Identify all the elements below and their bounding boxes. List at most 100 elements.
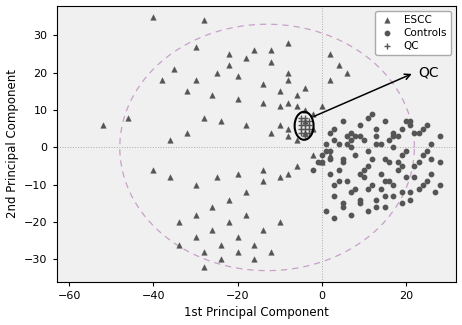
- Controls: [407, 123, 414, 128]
- Controls: [352, 186, 359, 191]
- Text: QC: QC: [419, 66, 439, 80]
- ESCC: [267, 59, 275, 64]
- QC: [305, 126, 313, 131]
- ESCC: [243, 123, 250, 128]
- ESCC: [225, 63, 233, 68]
- Controls: [436, 160, 444, 165]
- Controls: [436, 134, 444, 139]
- Controls: [381, 193, 389, 199]
- Controls: [339, 201, 346, 206]
- Controls: [365, 115, 372, 120]
- Controls: [343, 141, 351, 146]
- ESCC: [276, 123, 283, 128]
- ESCC: [200, 18, 207, 23]
- ESCC: [267, 249, 275, 254]
- Controls: [365, 208, 372, 214]
- ESCC: [209, 227, 216, 232]
- ESCC: [293, 93, 300, 98]
- ESCC: [209, 93, 216, 98]
- ESCC: [318, 160, 325, 165]
- ESCC: [310, 111, 317, 116]
- ESCC: [293, 137, 300, 143]
- ESCC: [225, 197, 233, 202]
- Controls: [436, 182, 444, 188]
- Controls: [394, 167, 401, 173]
- ESCC: [192, 44, 199, 49]
- ESCC: [209, 204, 216, 210]
- ESCC: [310, 126, 317, 131]
- Controls: [419, 182, 426, 188]
- Controls: [373, 141, 380, 146]
- ESCC: [327, 51, 334, 57]
- ESCC: [301, 119, 309, 124]
- ESCC: [285, 126, 292, 131]
- Controls: [407, 119, 414, 124]
- Controls: [423, 178, 431, 184]
- ESCC: [251, 242, 258, 247]
- Controls: [347, 130, 355, 135]
- Controls: [356, 171, 363, 176]
- Controls: [415, 186, 422, 191]
- Controls: [427, 171, 435, 176]
- ESCC: [217, 119, 225, 124]
- Controls: [318, 160, 325, 165]
- QC: [297, 126, 304, 131]
- ESCC: [285, 100, 292, 105]
- ESCC: [234, 171, 241, 176]
- Controls: [347, 137, 355, 143]
- ESCC: [285, 70, 292, 75]
- ESCC: [259, 100, 267, 105]
- Controls: [327, 130, 334, 135]
- ESCC: [171, 66, 178, 72]
- ESCC: [213, 70, 220, 75]
- Controls: [423, 123, 431, 128]
- QC: [301, 119, 309, 124]
- Controls: [360, 175, 368, 180]
- Controls: [394, 134, 401, 139]
- QC: [301, 126, 309, 131]
- ESCC: [276, 219, 283, 225]
- ESCC: [301, 130, 309, 135]
- QC: [297, 130, 304, 135]
- Controls: [369, 111, 376, 116]
- ESCC: [327, 152, 334, 158]
- ESCC: [213, 175, 220, 180]
- ESCC: [285, 134, 292, 139]
- Y-axis label: 2nd Principal Component: 2nd Principal Component: [6, 69, 18, 218]
- Controls: [310, 167, 317, 173]
- ESCC: [251, 48, 258, 53]
- Controls: [411, 175, 418, 180]
- ESCC: [327, 78, 334, 83]
- ESCC: [225, 51, 233, 57]
- Controls: [427, 141, 435, 146]
- ESCC: [243, 212, 250, 217]
- Controls: [389, 134, 397, 139]
- Controls: [385, 160, 393, 165]
- Controls: [365, 149, 372, 154]
- Controls: [398, 152, 406, 158]
- ESCC: [99, 123, 107, 128]
- Controls: [339, 119, 346, 124]
- Controls: [331, 216, 338, 221]
- Controls: [347, 190, 355, 195]
- ESCC: [285, 171, 292, 176]
- ESCC: [259, 81, 267, 86]
- Controls: [356, 123, 363, 128]
- ESCC: [234, 96, 241, 101]
- Controls: [419, 126, 426, 131]
- Controls: [402, 119, 410, 124]
- Controls: [381, 204, 389, 210]
- ESCC: [225, 219, 233, 225]
- QC: [305, 119, 313, 124]
- Controls: [356, 197, 363, 202]
- QC: [297, 119, 304, 124]
- Controls: [411, 130, 418, 135]
- Controls: [347, 212, 355, 217]
- ESCC: [234, 74, 241, 79]
- ESCC: [251, 257, 258, 262]
- Controls: [402, 175, 410, 180]
- Controls: [377, 171, 384, 176]
- ESCC: [293, 163, 300, 169]
- ESCC: [285, 78, 292, 83]
- Controls: [343, 178, 351, 184]
